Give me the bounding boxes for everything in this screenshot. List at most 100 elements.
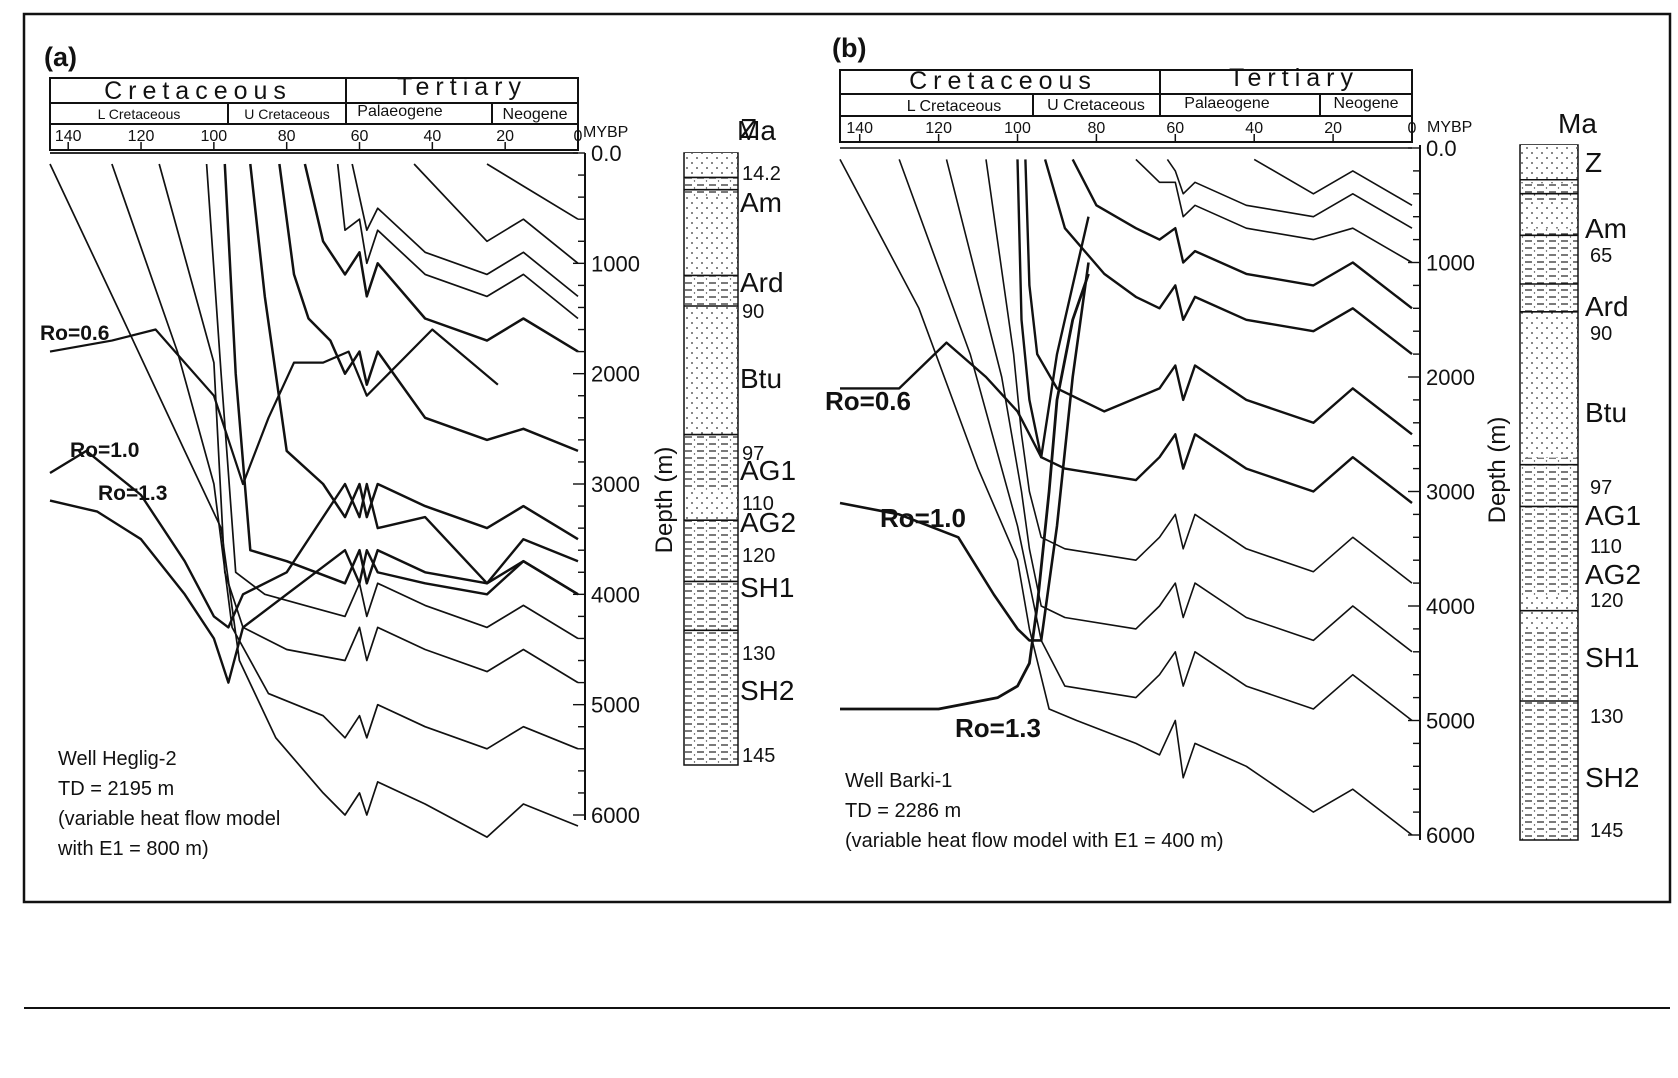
- unit-age-label: 110: [742, 493, 774, 515]
- panel-b-period-tertiary: Tertiary: [1229, 64, 1359, 92]
- unit-name-label: SH2: [740, 675, 794, 706]
- burial-curve: [486, 163, 579, 220]
- panel-a-burial-curves: [49, 152, 579, 838]
- unit-name-label: Am: [740, 187, 782, 218]
- panel-a-ro-0-6: Ro=0.6: [40, 322, 109, 345]
- panel-b-ro-1-3: Ro=1.3: [955, 713, 1041, 743]
- figure-frame: [22, 12, 1672, 904]
- lithology-sand-band: [1521, 596, 1577, 632]
- panel-b-ma-label: Ma: [1558, 108, 1597, 139]
- unit-name-label: Btu: [740, 363, 782, 394]
- unit-age-label: 130: [1590, 706, 1623, 728]
- panel-b-period-cretaceous: Cretaceous: [909, 67, 1097, 95]
- panel-b-epoch-l-cretaceous: L Cretaceous: [907, 98, 1002, 115]
- burial-curve: [351, 163, 579, 298]
- lithology-sand-band: [1521, 200, 1577, 229]
- burial-curve: [1024, 159, 1413, 436]
- depth-tick-label: 4000: [591, 582, 640, 607]
- depth-tick-label: 6000: [1426, 823, 1475, 848]
- burial-curve: [336, 163, 579, 320]
- burial-curve: [1016, 159, 1413, 504]
- panel-a-depth-ticks: 0.0 1000 2000 3000 4000 5000 6000: [573, 141, 640, 828]
- time-tick-label: 140: [846, 120, 873, 137]
- unit-name-label: Ard: [1585, 291, 1629, 322]
- depth-tick-label: 3000: [591, 472, 640, 497]
- panel-b-epoch-u-cretaceous: U Cretaceous: [1047, 97, 1145, 114]
- panel-a-epoch-l-cretaceous: L Cretaceous: [98, 106, 181, 122]
- unit-age-label: 110: [1590, 536, 1622, 558]
- unit-age-label: 130: [742, 643, 775, 665]
- burial-curve: [898, 159, 1413, 722]
- unit-age-label: 145: [742, 745, 775, 767]
- time-tick-label: 20: [496, 128, 514, 145]
- time-tick-label: 100: [201, 128, 228, 145]
- unit-name-label: Ard: [740, 267, 784, 298]
- unit-name-label: AG2: [1585, 559, 1641, 590]
- time-tick-label: 0: [574, 128, 583, 145]
- panel-b: (b) Cretaceous Tertiary L Cretaceous U C…: [825, 33, 1641, 852]
- burial-curve: [413, 163, 579, 264]
- panel-a-period-cretaceous: Cretaceous: [104, 77, 292, 105]
- panel-a-ro-curves: [49, 328, 579, 684]
- time-tick-label: 40: [1245, 120, 1263, 137]
- unit-name-label: Btu: [1585, 397, 1627, 428]
- unit-age-label: 120: [742, 545, 775, 567]
- panel-b-time-unit: MYBP: [1427, 119, 1472, 136]
- panel-a-period-tertiary: Tertiary: [397, 73, 527, 101]
- panel-b-well-model: (variable heat flow model with E1 = 400 …: [845, 830, 1224, 852]
- time-tick-label: 60: [351, 128, 369, 145]
- panel-a-ro-1-0: Ro=1.0: [70, 439, 139, 462]
- panel-a-well-td: TD = 2195 m: [58, 778, 174, 800]
- unit-name-label: SH1: [740, 572, 794, 603]
- burial-curve: [303, 163, 579, 353]
- panel-b-epoch-neogene: Neogene: [1334, 95, 1399, 112]
- panel-b-burial-curves: [839, 147, 1413, 836]
- unit-age-label: 65: [1590, 245, 1612, 267]
- time-tick-label: 120: [128, 128, 155, 145]
- burial-curve: [1253, 158, 1413, 206]
- depth-tick-label: 2000: [1426, 365, 1475, 390]
- panel-b-time-header: [839, 69, 1413, 143]
- panel-b-lithology-column: [1519, 144, 1579, 841]
- panel-b-depth-title: Depth (m): [1484, 417, 1511, 524]
- burial-curve: [839, 159, 1413, 836]
- unit-age-label: 97: [742, 443, 764, 465]
- burial-curve: [205, 163, 579, 640]
- panel-a-well-e1: with E1 = 800 m): [57, 838, 209, 860]
- ro-isoline: [840, 273, 1090, 711]
- unit-name-label: AG2: [740, 507, 796, 538]
- ro-isoline: [840, 216, 1090, 459]
- panel-b-label: (b): [832, 33, 866, 63]
- unit-name-label: AG1: [1585, 500, 1641, 531]
- panel-a-well-name: Well Heglig-2: [58, 748, 177, 770]
- unit-age-label: 14.2: [742, 163, 781, 185]
- unit-name-label: Z: [740, 113, 757, 144]
- depth-tick-label: 5000: [591, 693, 640, 718]
- unit-name-label: AG1: [740, 455, 796, 486]
- unit-age-label: 145: [1590, 820, 1623, 842]
- panel-a-time-ticks: 140 120 100 80 60 40 20 0: [55, 128, 583, 150]
- panel-b-epoch-palaeogene: Palaeogene: [1184, 95, 1270, 112]
- burial-curve: [1135, 158, 1413, 264]
- lithology-sand-band: [685, 195, 737, 276]
- panel-b-well-name: Well Barki-1: [845, 770, 952, 792]
- panel-a-label: (a): [44, 42, 77, 72]
- time-tick-label: 100: [1004, 120, 1031, 137]
- burial-curve: [249, 163, 579, 541]
- ro-isoline: [839, 262, 1090, 642]
- lithology-sand-band: [1521, 145, 1577, 184]
- panel-a-epoch-palaeogene: Palaeogene: [357, 103, 443, 120]
- panel-b-ro-1-0: Ro=1.0: [880, 503, 966, 533]
- unit-name-label: Am: [1585, 213, 1627, 244]
- panel-b-well-td: TD = 2286 m: [845, 800, 961, 822]
- lithology-sand-band: [685, 153, 737, 178]
- ro-isoline: [49, 328, 499, 486]
- burial-curve: [1043, 159, 1413, 356]
- unit-age-label: 90: [1590, 323, 1612, 345]
- burial-curve: [945, 159, 1413, 653]
- unit-age-label: 90: [742, 301, 764, 323]
- panel-a-epoch-neogene: Neogene: [503, 106, 568, 123]
- time-tick-label: 80: [1088, 120, 1106, 137]
- panel-a-well-model: (variable heat flow model: [58, 808, 280, 830]
